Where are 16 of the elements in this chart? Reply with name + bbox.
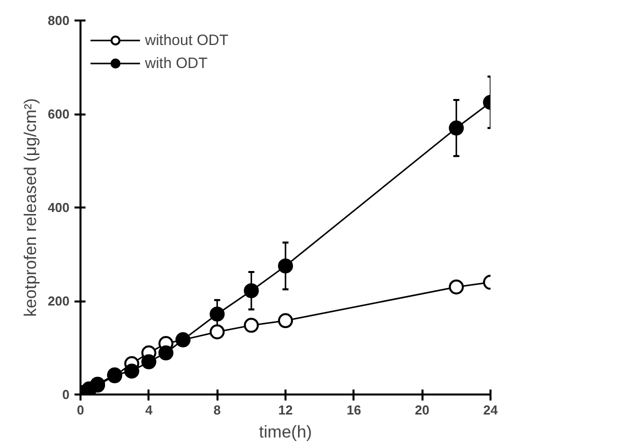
x-tick-label: 0 [76,402,84,418]
x-tick-label: 16 [346,402,362,418]
y-tick-label: 400 [48,200,70,215]
x-tick-label: 4 [145,402,154,418]
x-tick-label: 20 [414,402,430,418]
y-tick-label: 600 [48,106,70,122]
x-tick-label: 24 [483,402,498,418]
legend-label: without ODT [145,32,228,48]
x-axis-title: time(h) [259,422,312,442]
y-tick-label: 0 [62,387,70,402]
x-tick-label: 8 [214,402,221,418]
x-tick-label: 12 [278,402,293,418]
y-tick-label: 200 [48,294,70,308]
y-tick-label: 800 [48,13,70,28]
legend-label: with ODT [145,54,208,72]
y-axis-title: keotprofen released (μg/cm²) [20,98,40,317]
